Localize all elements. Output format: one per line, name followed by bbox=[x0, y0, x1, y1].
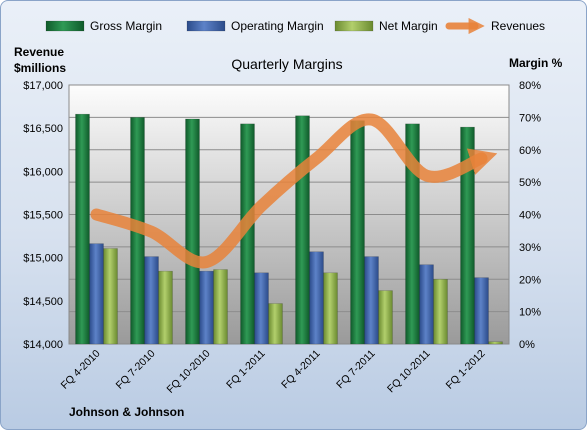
x-tick-label: FQ 1-2012 bbox=[444, 348, 488, 392]
legend-swatch-net-margin bbox=[334, 20, 374, 32]
right-tick-label: 0% bbox=[519, 339, 535, 351]
right-tick-label: 20% bbox=[519, 274, 541, 286]
bar-operating-margin-fq-7-2011 bbox=[364, 256, 379, 345]
bar-operating-margin-fq-4-2010 bbox=[89, 243, 104, 345]
x-tick-label: FQ 10-2010 bbox=[165, 348, 213, 396]
x-axis-ticks: FQ 4-2010 FQ 7-2010 FQ 10-2010 FQ 1-2011 FQ … bbox=[59, 348, 488, 396]
legend-label-net-margin: Net Margin bbox=[379, 19, 438, 33]
x-tick-label: FQ 4-2010 bbox=[59, 348, 103, 392]
right-tick-label: 70% bbox=[519, 112, 541, 124]
legend-swatch-operating-margin bbox=[186, 20, 226, 32]
right-tick-label: 40% bbox=[519, 210, 541, 222]
x-tick-label: FQ 4-2011 bbox=[279, 348, 323, 392]
right-tick-label: 60% bbox=[519, 145, 541, 157]
left-tick-label: $15,500 bbox=[23, 210, 63, 222]
right-tick-label: 10% bbox=[519, 307, 541, 319]
right-tick-label: 30% bbox=[519, 242, 541, 254]
bar-net-margin-fq-7-2011 bbox=[378, 290, 393, 345]
legend-label-operating-margin: Operating Margin bbox=[231, 19, 324, 33]
left-axis-ticks: $14,000 $14,500 $15,000 $15,500 $16,000 $16,5… bbox=[23, 80, 63, 351]
bar-net-margin-fq-7-2010 bbox=[158, 270, 173, 345]
bar-gross-margin-fq-4-2010 bbox=[75, 113, 90, 345]
company-label: Johnson & Johnson bbox=[69, 405, 184, 419]
left-axis-label-line2: $millions bbox=[14, 61, 66, 75]
right-tick-label: 80% bbox=[519, 80, 541, 92]
bar-gross-margin-fq-1-2012 bbox=[460, 126, 475, 345]
bar-operating-margin-fq-7-2010 bbox=[144, 256, 159, 345]
x-tick-label: FQ 7-2010 bbox=[114, 348, 158, 392]
bar-gross-margin-fq-7-2011 bbox=[350, 120, 365, 345]
bar-gross-margin-fq-10-2011 bbox=[405, 123, 420, 345]
revenues-line bbox=[90, 113, 498, 269]
right-axis-ticks: 0% 10% 20% 30% 40% 50% 60% 70% 80% bbox=[519, 80, 541, 351]
bar-operating-margin-fq-4-2011 bbox=[309, 251, 324, 345]
legend-label-gross-margin: Gross Margin bbox=[90, 19, 162, 33]
left-axis-label-line1: Revenue bbox=[14, 45, 64, 59]
legend-swatch-gross-margin bbox=[45, 20, 85, 32]
right-tick-label: 50% bbox=[519, 177, 541, 189]
left-tick-label: $16,000 bbox=[23, 166, 63, 178]
bar-net-margin-fq-4-2011 bbox=[323, 272, 338, 345]
left-tick-label: $16,500 bbox=[23, 123, 63, 135]
bar-operating-margin-fq-1-2012 bbox=[474, 277, 489, 345]
x-tick-label: FQ 10-2011 bbox=[385, 348, 433, 396]
bar-net-margin-fq-10-2010 bbox=[213, 269, 228, 345]
x-tick-label: FQ 7-2011 bbox=[334, 348, 378, 392]
bar-net-margin-fq-4-2010 bbox=[103, 248, 118, 345]
left-tick-label: $14,500 bbox=[23, 296, 63, 308]
bar-operating-margin-fq-10-2011 bbox=[419, 264, 434, 345]
chart-title: Quarterly Margins bbox=[231, 56, 342, 72]
bar-net-margin-fq-1-2012 bbox=[488, 341, 503, 345]
bar-operating-margin-fq-10-2010 bbox=[199, 270, 214, 345]
left-tick-label: $14,000 bbox=[23, 339, 63, 351]
bar-gross-margin-fq-10-2010 bbox=[185, 118, 200, 345]
left-tick-label: $15,000 bbox=[23, 253, 63, 265]
bar-net-margin-fq-10-2011 bbox=[433, 279, 448, 345]
legend-label-revenues: Revenues bbox=[491, 19, 545, 33]
right-axis-label: Margin % bbox=[509, 56, 563, 70]
x-tick-label: FQ 1-2011 bbox=[224, 348, 268, 392]
bars bbox=[75, 113, 503, 345]
left-tick-label: $17,000 bbox=[23, 80, 63, 92]
bar-gross-margin-fq-4-2011 bbox=[295, 115, 310, 345]
bar-net-margin-fq-1-2011 bbox=[268, 303, 283, 345]
bar-operating-margin-fq-1-2011 bbox=[254, 272, 269, 345]
legend: Gross Margin Operating Margin Net Margin Re… bbox=[45, 17, 545, 35]
